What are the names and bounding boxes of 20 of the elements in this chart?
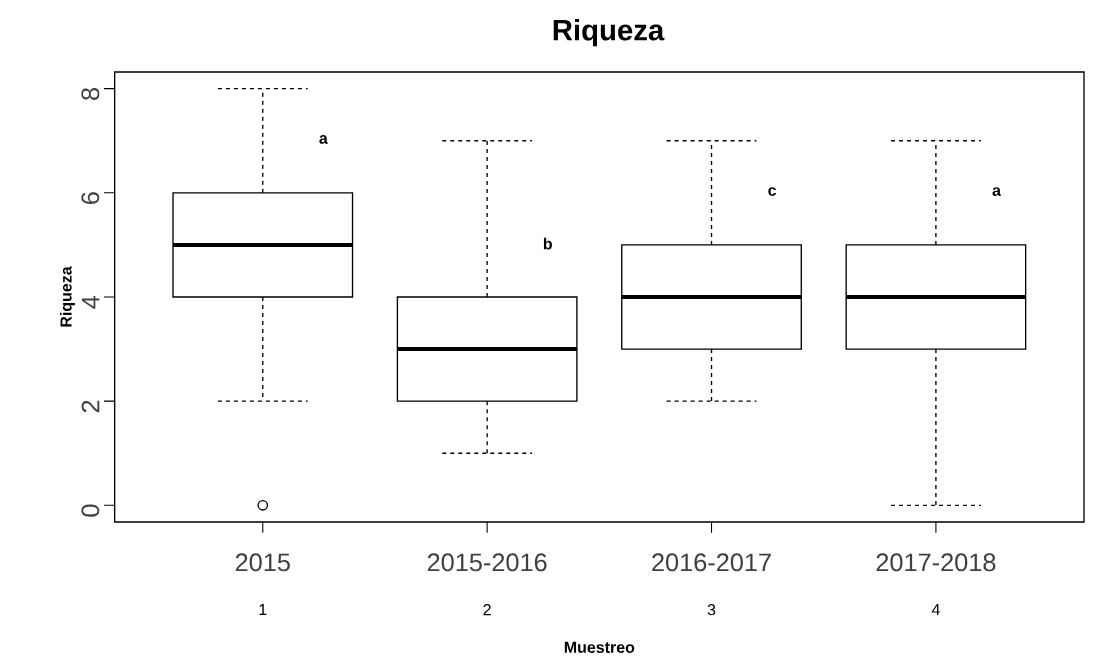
y-tick-label: 8 [81, 88, 100, 100]
x-tick-label: 2015-2016 [427, 553, 547, 572]
x-tick-label: 2016-2017 [652, 553, 771, 572]
y-tick-label: 2 [81, 400, 100, 413]
annotation: c [768, 187, 777, 196]
y-tick-label: 0 [81, 504, 100, 517]
chart-title: Riqueza [553, 18, 665, 47]
text: 4 [931, 604, 940, 616]
x-tick-label: 2015 [235, 553, 290, 572]
text: 3 [707, 604, 716, 616]
x-axis-title: Muestreo [564, 641, 635, 653]
text: 1 [259, 604, 267, 616]
annotation: a [992, 187, 1002, 196]
x-tick-label: 2017-2018 [876, 553, 996, 572]
y-tick-label: 4 [81, 296, 100, 309]
annotation: b [543, 237, 552, 250]
y-axis-title: Riqueza [59, 266, 75, 327]
text: 2 [483, 604, 491, 616]
y-tick-label: 6 [81, 192, 100, 204]
annotation: a [319, 135, 328, 144]
